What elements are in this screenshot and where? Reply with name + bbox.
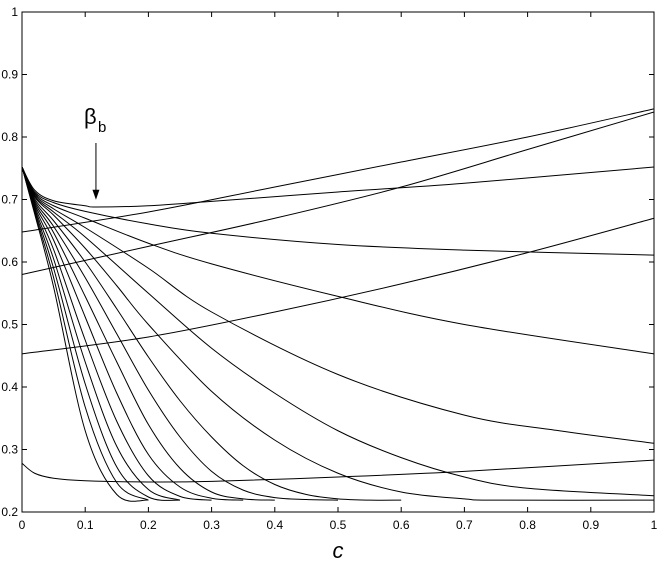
series-line-12 <box>21 166 339 501</box>
series-line-1 <box>21 459 655 483</box>
x-tick-label: 0.1 <box>77 518 94 532</box>
x-tick-label: 0.5 <box>330 518 347 532</box>
y-tick-label: 0.7 <box>1 193 18 207</box>
curves-group <box>21 108 655 502</box>
x-tick-label: 0.6 <box>393 518 410 532</box>
annotation-symbol: β <box>84 104 97 129</box>
x-tick-label: 0 <box>19 518 26 532</box>
x-tick-label: 0.7 <box>456 518 473 532</box>
x-tick-label: 0.8 <box>519 518 536 532</box>
y-tick-label: 0.5 <box>1 318 18 332</box>
series-line-8 <box>21 166 655 444</box>
series-line-13 <box>21 166 275 501</box>
series-line-3 <box>21 111 655 275</box>
series-line-2 <box>21 217 655 355</box>
x-tick-label: 1 <box>651 518 658 532</box>
plot-frame <box>21 11 655 513</box>
series-line-19 <box>21 166 149 502</box>
series-line-7 <box>21 166 655 355</box>
x-axis-label: c <box>333 538 344 563</box>
y-tick-label: 1 <box>11 5 18 19</box>
series-line-15 <box>21 166 212 501</box>
series-line-9 <box>21 166 655 497</box>
y-tick-label: 0.4 <box>1 380 18 394</box>
beta-b-annotation: β b <box>84 104 106 200</box>
series-line-4 <box>21 108 655 233</box>
y-tick-label: 0.6 <box>1 255 18 269</box>
y-tick-label: 0.3 <box>1 443 18 457</box>
y-axis: 0.2 0.3 0.4 0.5 0.6 0.7 0.8 0.9 1 <box>1 5 654 519</box>
x-tick-label: 0.3 <box>203 518 220 532</box>
series-line-6 <box>21 166 655 256</box>
series-line-11 <box>21 166 402 501</box>
series-line-17 <box>21 166 181 501</box>
y-tick-label: 0.9 <box>1 68 18 82</box>
x-tick-label: 0.9 <box>582 518 599 532</box>
series-line-10 <box>21 166 655 501</box>
x-axis: 0 0.1 0.2 0.3 0.4 0.5 0.6 0.7 0.8 0.9 1 <box>19 12 658 532</box>
series-line-14 <box>21 166 244 501</box>
x-tick-label: 0.2 <box>140 518 157 532</box>
annotation-arrow-head <box>92 189 100 200</box>
annotation-subscript: b <box>98 119 106 136</box>
series-line-16 <box>21 166 181 501</box>
y-tick-label: 0.8 <box>1 130 18 144</box>
x-tick-label: 0.4 <box>266 518 283 532</box>
y-tick-label: 0.2 <box>1 505 18 519</box>
series-line-5 <box>21 166 655 208</box>
